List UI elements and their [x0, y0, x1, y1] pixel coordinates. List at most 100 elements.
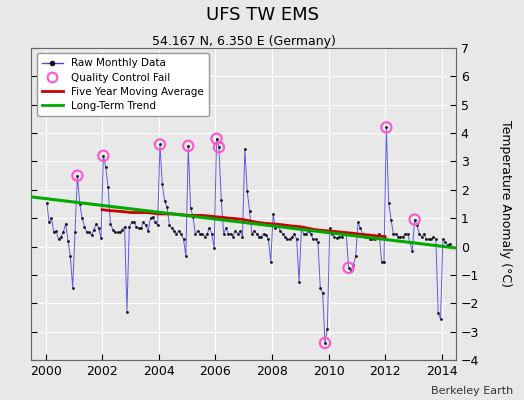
- Point: [123, 308, 131, 315]
- Text: Berkeley Earth: Berkeley Earth: [431, 386, 514, 396]
- Point: [278, 230, 287, 237]
- Point: [354, 219, 362, 226]
- Point: [47, 215, 56, 221]
- Point: [156, 141, 164, 148]
- Point: [385, 199, 393, 206]
- Point: [373, 234, 381, 240]
- Point: [321, 340, 329, 346]
- Point: [427, 236, 435, 243]
- Point: [259, 230, 268, 237]
- Point: [212, 136, 221, 142]
- Point: [314, 239, 322, 246]
- Point: [45, 219, 53, 226]
- Point: [311, 236, 320, 243]
- Point: [319, 290, 327, 296]
- Point: [257, 234, 266, 240]
- Point: [151, 219, 159, 226]
- Point: [344, 265, 353, 271]
- Point: [108, 226, 117, 233]
- Point: [165, 222, 173, 228]
- Point: [396, 234, 405, 240]
- Point: [187, 205, 195, 212]
- Point: [300, 230, 308, 237]
- Point: [446, 240, 454, 247]
- Point: [307, 230, 315, 237]
- Point: [269, 211, 277, 217]
- Point: [356, 225, 365, 231]
- Point: [424, 236, 433, 243]
- Point: [226, 230, 235, 237]
- Text: UFS TW EMS: UFS TW EMS: [205, 6, 319, 24]
- Point: [309, 236, 318, 243]
- Point: [241, 146, 249, 152]
- Point: [156, 141, 164, 148]
- Point: [220, 230, 228, 237]
- Point: [340, 230, 348, 237]
- Point: [229, 234, 237, 240]
- Point: [179, 236, 188, 243]
- Point: [85, 229, 93, 236]
- Point: [290, 230, 299, 237]
- Point: [66, 253, 74, 260]
- Point: [264, 236, 272, 243]
- Point: [436, 316, 445, 322]
- Point: [69, 284, 77, 291]
- Point: [78, 215, 86, 221]
- Point: [52, 228, 60, 234]
- Point: [146, 215, 155, 221]
- Point: [255, 234, 263, 240]
- Point: [370, 236, 379, 243]
- Point: [337, 234, 346, 240]
- Point: [130, 219, 138, 226]
- Point: [121, 224, 129, 230]
- Point: [274, 222, 282, 228]
- Point: [441, 239, 450, 246]
- Point: [267, 259, 275, 265]
- Point: [42, 199, 51, 206]
- Point: [193, 228, 202, 234]
- Point: [215, 144, 223, 150]
- Point: [347, 268, 355, 274]
- Point: [137, 225, 145, 231]
- Point: [389, 230, 398, 237]
- Point: [189, 214, 197, 220]
- Point: [205, 225, 214, 231]
- Point: [271, 225, 280, 231]
- Point: [276, 228, 285, 234]
- Point: [106, 221, 115, 227]
- Point: [118, 226, 126, 233]
- Point: [234, 230, 242, 237]
- Point: [196, 230, 204, 237]
- Point: [286, 236, 294, 243]
- Point: [111, 229, 119, 236]
- Point: [90, 226, 98, 233]
- Point: [75, 201, 84, 207]
- Point: [335, 234, 343, 240]
- Point: [132, 224, 140, 230]
- Point: [177, 230, 185, 237]
- Point: [198, 230, 206, 237]
- Point: [349, 262, 357, 268]
- Point: [432, 236, 440, 243]
- Point: [328, 230, 336, 237]
- Point: [330, 234, 339, 240]
- Point: [418, 234, 426, 240]
- Point: [262, 232, 270, 238]
- Point: [135, 225, 143, 231]
- Point: [401, 230, 409, 237]
- Point: [127, 219, 136, 226]
- Point: [97, 235, 105, 241]
- Point: [316, 284, 324, 291]
- Point: [212, 136, 221, 142]
- Point: [363, 234, 372, 240]
- Point: [406, 239, 414, 246]
- Point: [342, 230, 351, 237]
- Point: [184, 143, 192, 149]
- Point: [99, 152, 107, 159]
- Point: [158, 181, 167, 187]
- Point: [224, 230, 233, 237]
- Point: [281, 234, 289, 240]
- Point: [149, 214, 157, 220]
- Point: [163, 204, 171, 210]
- Point: [203, 230, 211, 237]
